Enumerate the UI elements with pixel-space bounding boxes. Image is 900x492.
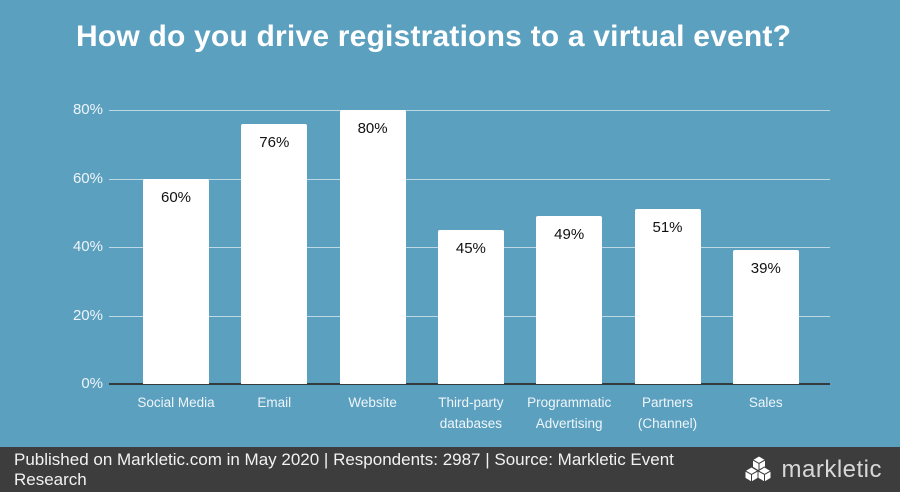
y-tick-label-80%: 80%: [72, 101, 103, 118]
bar-sales: 39%: [732, 250, 799, 384]
bar-value-label: 49%: [554, 226, 585, 244]
brand-name: markletic: [781, 455, 882, 483]
footer-source-text: Published on Markletic.com in May 2020 |…: [14, 449, 674, 489]
bar-email: 76%: [241, 123, 308, 384]
y-tick-label-60%: 60%: [72, 169, 103, 187]
x-category-label: Email: [257, 395, 292, 410]
y-tick-label-0%: 0%: [81, 375, 103, 392]
bar-programmatic-advertising: 49%: [536, 216, 603, 384]
x-category-label: Sales: [748, 395, 783, 410]
x-category-label: Partners (Channel): [637, 395, 698, 431]
cubes-icon: [743, 454, 773, 486]
x-category-label: Website: [348, 395, 397, 410]
bar-value-label: 80%: [357, 120, 388, 137]
bar-value-label: 76%: [259, 133, 290, 151]
bar-third-party-databases: 45%: [437, 229, 504, 384]
gridline-60%: [109, 178, 830, 180]
bar-value-label: 60%: [160, 188, 192, 206]
x-category-label: Third-party databases: [438, 395, 504, 431]
bar-partners-(channel): 51%: [634, 209, 701, 384]
bar-social-media: 60%: [143, 178, 209, 384]
y-tick-label-40%: 40%: [72, 238, 103, 255]
bar-website: 80%: [339, 110, 406, 384]
x-category-label: Programmatic Advertising: [527, 395, 612, 431]
footer-bar: Published on Markletic.com in May 2020 |…: [0, 447, 900, 492]
bar-value-label: 45%: [455, 239, 486, 257]
markletic-brand: markletic: [743, 454, 882, 486]
chart-title: How do you drive registrations to a virt…: [76, 20, 792, 53]
y-tick-label-20%: 20%: [72, 306, 103, 324]
bar-value-label: 51%: [652, 219, 683, 237]
gridline-80%: [109, 110, 830, 111]
x-category-label: Social Media: [137, 395, 215, 410]
x-axis-line: [109, 383, 830, 385]
bar-value-label: 39%: [750, 260, 781, 278]
